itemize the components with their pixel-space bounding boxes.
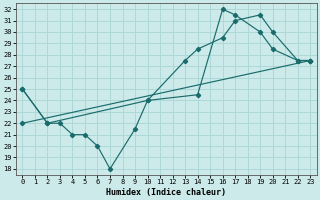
X-axis label: Humidex (Indice chaleur): Humidex (Indice chaleur) <box>106 188 226 197</box>
